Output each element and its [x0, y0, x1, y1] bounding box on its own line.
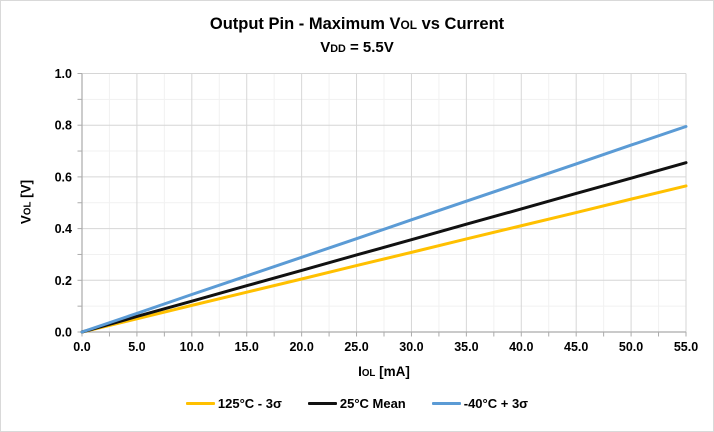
- x-tick-label: 45.0: [564, 340, 588, 354]
- y-tick-label: 0.8: [55, 119, 72, 133]
- x-tick-label: 25.0: [344, 340, 368, 354]
- chart-subtitle-text: V: [320, 39, 331, 56]
- chart-title: Output Pin - Maximum VOL vs Current: [1, 12, 713, 37]
- y-axis-title-subscript: OL: [22, 201, 34, 216]
- legend-label: -40°C + 3σ: [463, 396, 529, 411]
- x-tick-label: 30.0: [399, 340, 423, 354]
- series-line-0: [80, 184, 688, 334]
- x-tick-label: 0.0: [73, 340, 90, 354]
- chart-subtitle: VDD = 5.5V: [1, 37, 713, 60]
- chart-title-text-suffix: vs Current: [417, 15, 505, 33]
- legend-swatch-black: [307, 402, 337, 405]
- x-tick-label: 15.0: [235, 340, 259, 354]
- series-line-2: [80, 124, 688, 334]
- chart-title-text: Output Pin - Maximum V: [209, 15, 401, 33]
- y-axis-title-units: [V]: [18, 179, 34, 202]
- legend-label: 25°C Mean: [339, 396, 406, 411]
- x-tick-label: 20.0: [289, 340, 313, 354]
- chart-subtitle-subscript: DD: [330, 43, 346, 55]
- x-axis-title-units: [mA]: [375, 364, 410, 379]
- legend-item-125c-minus-3sigma: 125°C - 3σ: [185, 396, 282, 411]
- legend-swatch-yellow: [185, 402, 215, 405]
- x-tick-label: 55.0: [674, 340, 698, 354]
- x-axis-title-subscript: OL: [361, 368, 376, 379]
- chart-subtitle-text-suffix: = 5.5V: [345, 39, 394, 56]
- x-tick-label: 10.0: [180, 340, 204, 354]
- legend-label: 125°C - 3σ: [217, 396, 282, 411]
- legend-item-minus-40c-plus-3sigma: -40°C + 3σ: [431, 396, 529, 411]
- y-tick-label: 0.4: [55, 222, 72, 236]
- legend-item-25c-mean: 25°C Mean: [307, 396, 406, 411]
- y-axis-title: VOL [V]: [19, 180, 34, 224]
- chart-title-block: Output Pin - Maximum VOL vs Current VDD …: [1, 12, 713, 60]
- y-axis-title-text: V: [18, 215, 34, 225]
- legend: 125°C - 3σ 25°C Mean -40°C + 3σ: [1, 396, 713, 411]
- series-line-1: [80, 161, 688, 334]
- y-tick-label: 0.6: [55, 170, 72, 184]
- y-tick-label: 0.2: [55, 274, 72, 288]
- legend-swatch-blue: [431, 402, 461, 405]
- x-tick-label: 35.0: [454, 340, 478, 354]
- x-tick-label: 40.0: [509, 340, 533, 354]
- y-tick-label: 0.0: [55, 326, 72, 340]
- x-axis-title-text: I: [358, 364, 362, 379]
- x-tick-label: 5.0: [128, 340, 145, 354]
- x-tick-label: 50.0: [619, 340, 643, 354]
- chart-title-subscript: OL: [400, 18, 418, 32]
- y-tick-label: 1.0: [55, 67, 72, 81]
- x-axis-title: IOL [mA]: [82, 364, 686, 379]
